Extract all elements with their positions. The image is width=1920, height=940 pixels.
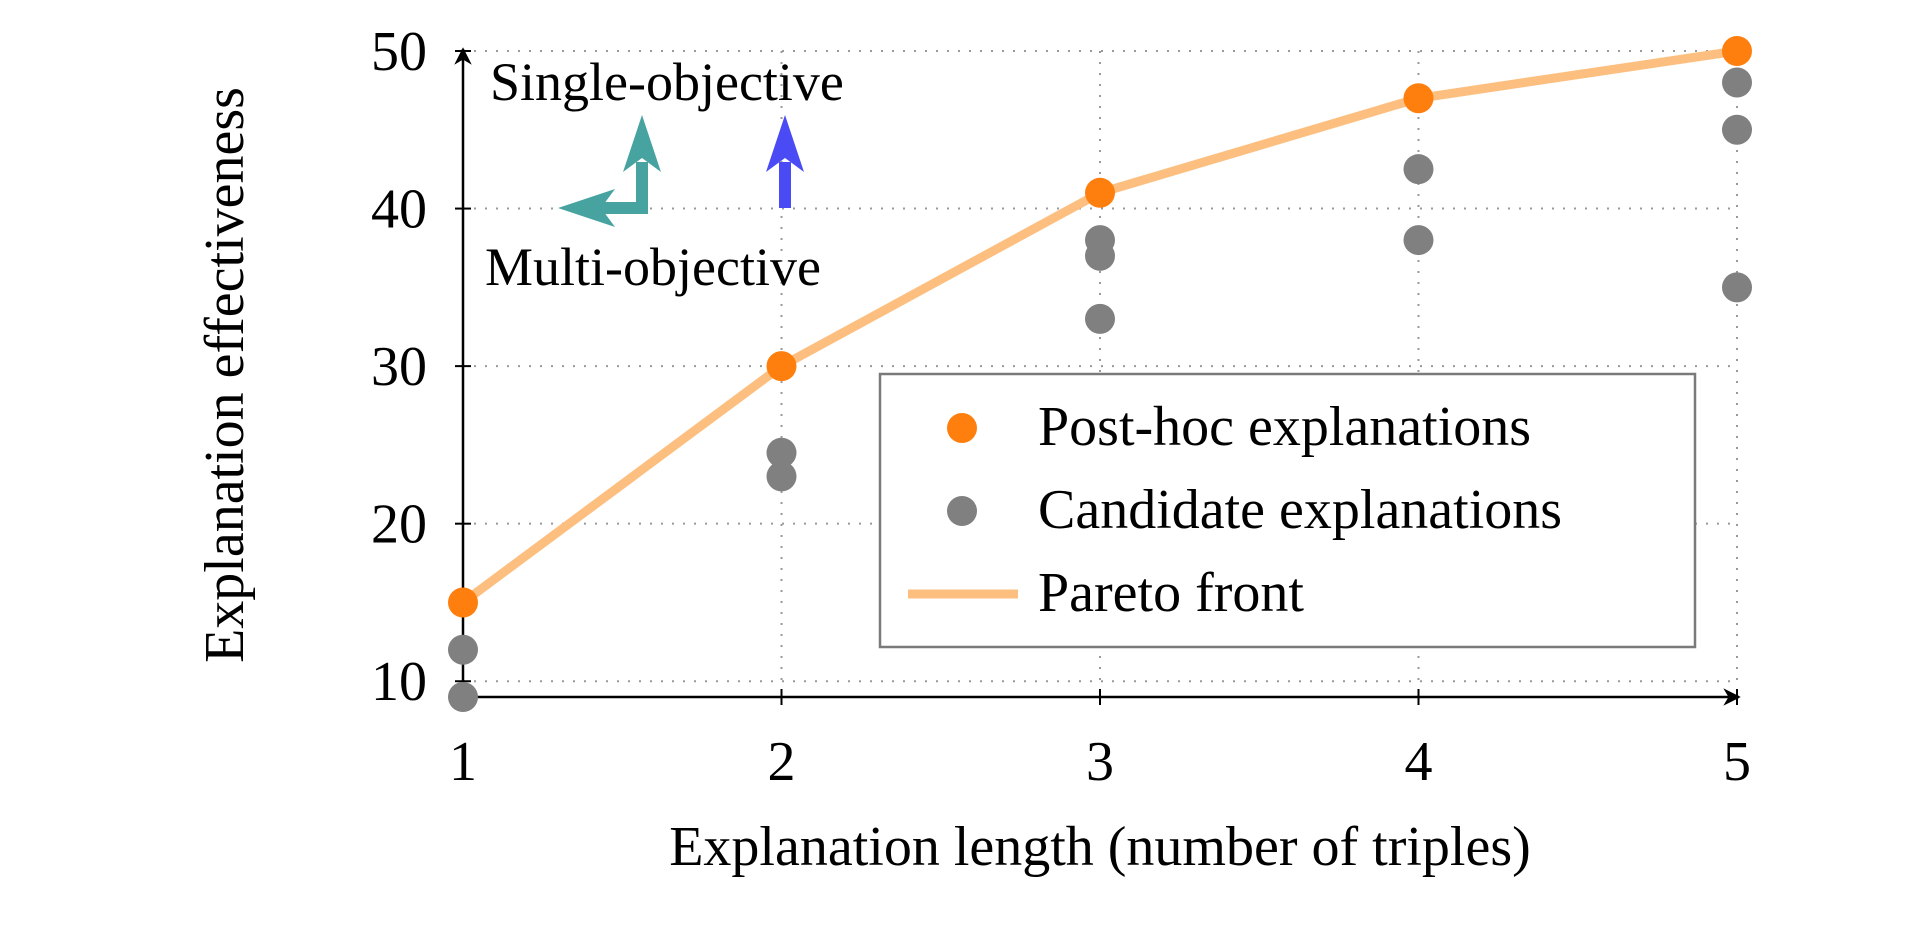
y-tick-label: 40: [371, 179, 427, 241]
legend-candidate-label: Candidate explanations: [1038, 479, 1562, 541]
y-axis-label: Explanation effectiveness: [194, 87, 256, 663]
post-hoc-point: [766, 351, 797, 382]
x-tick-label: 5: [1723, 731, 1751, 793]
x-tick-label: 2: [768, 731, 796, 793]
candidate-point: [1403, 154, 1434, 185]
candidate-point: [448, 682, 478, 712]
legend-pareto-label: Pareto front: [1038, 562, 1304, 624]
x-axis-label: Explanation length (number of triples): [669, 816, 1531, 878]
candidate-point: [1722, 272, 1752, 303]
post-hoc-point: [1722, 36, 1752, 66]
legend-post-hoc-marker: [947, 413, 977, 443]
post-hoc-point: [448, 587, 478, 618]
candidate-point: [1722, 114, 1752, 145]
y-tick-label: 10: [371, 651, 427, 713]
axes: 1 2 3 4 5 10 20 30 40 50: [371, 21, 1751, 793]
candidate-point: [1722, 67, 1752, 98]
candidate-point: [766, 437, 797, 468]
legend-box: [878, 372, 1697, 649]
multi-objective-arrow-head-up: [623, 115, 661, 172]
candidate-point: [1403, 225, 1434, 256]
y-tick-label: 50: [371, 21, 427, 83]
candidate-point: [1085, 240, 1115, 271]
x-tick-label: 1: [449, 731, 477, 793]
legend: Post-hoc explanations Candidate explanat…: [878, 372, 1697, 649]
single-objective-arrow-head: [766, 115, 804, 172]
legend-candidate-marker: [947, 496, 977, 526]
candidate-point: [448, 634, 478, 665]
x-tick-label: 4: [1405, 731, 1433, 793]
x-tick-label: 3: [1086, 731, 1114, 793]
y-tick-label: 30: [371, 336, 427, 398]
candidate-point: [766, 461, 797, 492]
multi-objective-arrow-shaft: [598, 162, 648, 214]
multi-objective-annotation: Multi-objective: [485, 237, 821, 297]
objective-arrows: [558, 115, 804, 227]
multi-objective-arrow-head-left: [558, 189, 615, 227]
plot-area: [448, 36, 1752, 712]
legend-post-hoc-label: Post-hoc explanations: [1038, 396, 1531, 458]
post-hoc-point: [1403, 83, 1434, 114]
post-hoc-point: [1085, 177, 1115, 208]
y-tick-label: 20: [371, 494, 427, 556]
single-objective-annotation: Single-objective: [490, 52, 844, 112]
candidate-point: [1085, 303, 1115, 334]
